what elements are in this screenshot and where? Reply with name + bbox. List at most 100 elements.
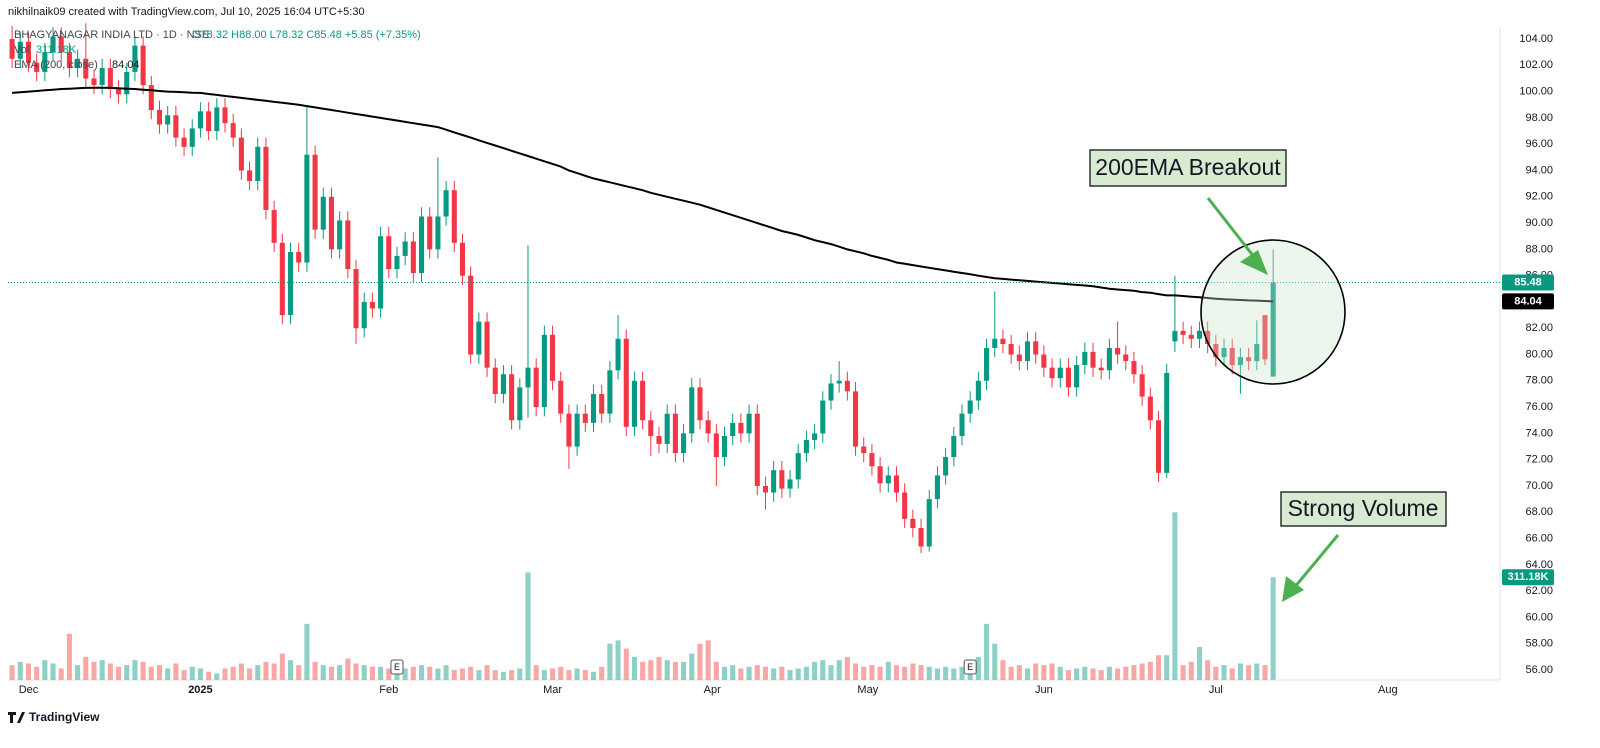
volume-bar	[844, 656, 850, 680]
candle-body	[730, 422, 736, 437]
earnings-label: E	[394, 662, 400, 672]
volume-bar	[1115, 668, 1121, 680]
volume-bar	[1254, 663, 1260, 680]
candle-body	[1172, 330, 1178, 342]
volume-bar	[541, 670, 547, 680]
volume-bar	[386, 668, 392, 680]
plot-area	[8, 23, 1500, 680]
y-tick-label: 66.00	[1525, 532, 1553, 544]
y-tick-label: 102.00	[1519, 59, 1553, 71]
x-tick-label: Apr	[704, 684, 721, 696]
volume-bar	[828, 665, 834, 680]
candle-body	[844, 380, 850, 392]
volume-bar	[42, 660, 48, 680]
candle-body	[124, 71, 130, 95]
volume-bar	[1057, 666, 1063, 680]
candle-body	[66, 52, 72, 68]
volume-bar	[345, 658, 351, 680]
candle-body	[656, 436, 662, 444]
candle-body	[476, 321, 482, 355]
volume-bar	[746, 666, 752, 680]
candle-body	[1246, 357, 1252, 362]
volume-bar	[869, 665, 875, 680]
candle-body	[99, 67, 105, 86]
candle-body	[402, 241, 408, 256]
candle-body	[1229, 347, 1235, 366]
candle-body	[934, 475, 940, 500]
candle-body	[34, 62, 40, 72]
highlight-circle	[1200, 239, 1346, 385]
candle-body	[631, 380, 637, 427]
volume-bar	[984, 623, 990, 680]
candle-body	[492, 367, 498, 394]
volume-bar	[116, 666, 122, 680]
candle-body	[1049, 367, 1055, 379]
candle-body	[1196, 330, 1203, 339]
candle-body	[345, 220, 351, 270]
y-tick-label: 60.00	[1525, 611, 1553, 623]
candle-body	[582, 413, 588, 423]
candle-body	[1123, 354, 1129, 362]
candle-body	[558, 380, 564, 414]
ema-tag	[1502, 293, 1554, 310]
candle-body	[648, 420, 654, 437]
candle-body	[1074, 365, 1080, 388]
candle-body	[1090, 351, 1096, 368]
candle-body	[173, 115, 179, 138]
candle-body	[836, 380, 842, 384]
y-tick-label: 64.00	[1525, 559, 1553, 571]
volume-bar	[394, 670, 400, 680]
volume-bar	[631, 656, 637, 680]
candle-body	[623, 338, 629, 427]
volume-bar	[640, 661, 646, 680]
volume-bar	[1270, 577, 1276, 680]
candle-body	[943, 457, 949, 476]
volume-bar	[484, 665, 490, 680]
candle-body	[902, 492, 908, 519]
candle-body	[443, 190, 449, 217]
volume-bar	[607, 643, 613, 680]
volume-bar	[1024, 668, 1031, 680]
candle-body	[1082, 351, 1088, 366]
candle-body	[222, 107, 228, 124]
ema-legend-value: 84.04	[112, 59, 140, 71]
volume-bar	[230, 666, 236, 680]
volume-bar	[66, 633, 72, 680]
x-tick-label: Feb	[379, 684, 398, 696]
candle-body	[451, 190, 457, 243]
volume-bar	[1123, 666, 1129, 680]
volume-bar	[1155, 655, 1162, 680]
y-tick-label: 62.00	[1525, 585, 1553, 597]
candle-body	[148, 85, 154, 111]
volume-bar	[1016, 665, 1022, 680]
earnings-marker	[963, 659, 977, 675]
volume-bar	[910, 663, 916, 680]
volume-bar	[918, 665, 924, 680]
candle-body	[1008, 344, 1014, 355]
volume-bar	[1106, 666, 1112, 680]
volume-bar	[1246, 665, 1252, 680]
volume-legend-value: 311.18K	[36, 44, 77, 56]
volume-bar	[1049, 663, 1055, 680]
candle-body	[271, 209, 277, 243]
volume-bar	[296, 665, 302, 680]
volume-bar	[582, 670, 588, 680]
volume-bar	[623, 648, 629, 680]
volume-bar	[451, 670, 457, 680]
volume-bar	[165, 668, 171, 680]
y-tick-label: 58.00	[1525, 638, 1553, 650]
candle-body	[418, 216, 425, 274]
volume-bar	[672, 661, 678, 680]
candle-body	[607, 370, 613, 414]
volume-bar	[836, 660, 842, 680]
candle-body	[517, 387, 523, 421]
candle-body	[713, 433, 719, 458]
candle-body	[500, 374, 506, 394]
volume-bar	[492, 670, 498, 680]
candle-body	[304, 154, 310, 263]
candle-body	[967, 400, 973, 414]
volume-bar	[525, 572, 531, 680]
volume-bar	[1213, 666, 1219, 680]
volume-bar	[762, 666, 769, 680]
